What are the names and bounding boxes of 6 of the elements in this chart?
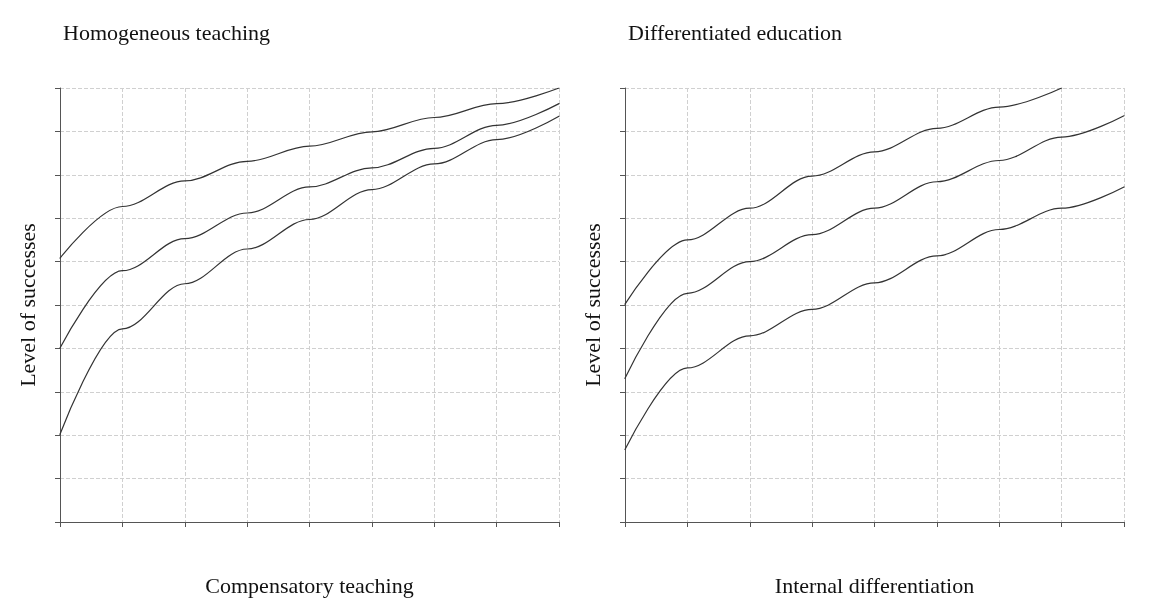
y-axis-title: Level of successes (14, 223, 40, 387)
chart-title: Differentiated education (628, 19, 842, 45)
chart-title: Homogeneous teaching (63, 19, 271, 45)
x-axis-title: Compensatory teaching (205, 572, 414, 598)
y-axis-title: Level of successes (579, 223, 605, 387)
x-axis-title: Internal differentiation (774, 572, 975, 598)
